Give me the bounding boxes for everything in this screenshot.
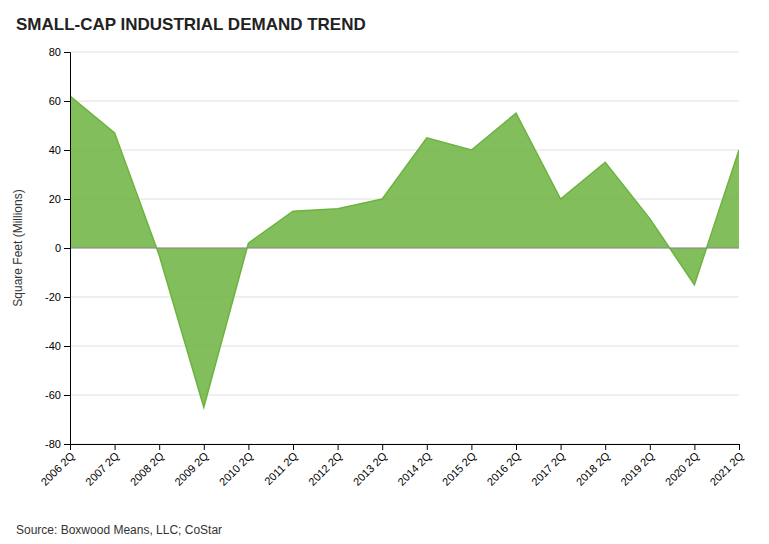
y-tick-label: -20 [45,291,61,303]
x-tick: 2014 2Q [395,444,434,488]
x-tick-mark [739,444,740,450]
y-tick-label: 20 [49,193,61,205]
x-tick-label: 2020 2Q [663,449,702,488]
line [70,96,739,407]
y-tick: 80 [49,46,70,58]
x-tick-label: 2021 2Q [707,449,746,488]
x-tick: 2016 2Q [484,444,523,488]
y-tick-label: -60 [45,389,61,401]
x-tick-label: 2012 2Q [306,449,345,488]
x-axis-line [71,445,740,451]
grid-line [70,346,739,347]
x-tick: 2020 2Q [663,444,702,488]
y-tick: -80 [45,438,70,450]
x-tick-mark [516,444,517,450]
y-tick-mark [64,199,70,200]
y-tick: 60 [49,95,70,107]
grid-line [70,150,739,151]
x-tick-label: 2019 2Q [618,449,657,488]
x-tick-label: 2007 2Q [83,449,122,488]
marks [70,96,739,407]
x-tick-label: 2006 2Q [38,449,77,488]
x-tick-label: 2013 2Q [351,449,390,488]
y-tick-mark [64,297,70,298]
area [70,96,739,407]
y-axis-title: Square Feet (Millions) [11,189,25,306]
grid-line [70,52,739,53]
x-tick: 2018 2Q [574,444,613,488]
grid [70,52,739,444]
y-tick-label: -80 [45,438,61,450]
y-tick-mark [64,52,70,53]
x-tick-mark [471,444,472,450]
x-tick-mark [248,444,249,450]
y-tick: 0 [55,242,70,254]
x-tick-mark [293,444,294,450]
x-tick: 2010 2Q [217,444,256,488]
x-tick: 2008 2Q [128,444,167,488]
x-tick: 2017 2Q [529,444,568,488]
title: SMALL-CAP INDUSTRIAL DEMAND TREND [16,15,366,34]
x-tick: 2006 2Q [38,444,77,488]
x-tick-label: 2016 2Q [484,449,523,488]
x-tick: 2013 2Q [351,444,390,488]
y-tick: 40 [49,144,70,156]
x-tick-label: 2017 2Q [529,449,568,488]
y-tick-label: 60 [49,95,61,107]
y-tick: -40 [45,340,70,352]
y-tick: 20 [49,193,70,205]
x-tick-label: 2009 2Q [172,449,211,488]
zero-line [70,248,739,249]
annotation: Source: Boxwood Means, LLC; CoStar [16,523,222,537]
y-tick-label: -40 [45,340,61,352]
x-tick-label: 2018 2Q [574,449,613,488]
x-tick: 2009 2Q [172,444,211,488]
y-tick-mark [64,248,70,249]
x-tick: 2011 2Q [262,444,300,487]
y-tick: -20 [45,291,70,303]
x-tick-label: 2015 2Q [440,449,479,488]
y-tick: -60 [45,389,70,401]
grid-line [70,248,739,249]
grid-line [70,101,739,102]
x-tick-mark [650,444,651,450]
x-tick-mark [338,444,339,450]
x-tick: 2021 2Q [707,444,746,488]
plot: 2006 2Q2007 2Q2008 2Q2009 2Q2010 2Q2011 … [11,46,746,488]
y-tick-mark [64,101,70,102]
x-tick-mark [561,444,562,450]
x-tick-mark [694,444,695,450]
grid-line [70,297,739,298]
x-tick-label: 2008 2Q [128,449,167,488]
x-tick-mark [159,444,160,450]
x-tick-mark [382,444,383,450]
x-tick: 2015 2Q [440,444,479,488]
y-axis: -80 -60 -40 -20 0 20 40 60 80 [45,46,70,450]
grid-line [70,395,739,396]
x-tick-mark [115,444,116,450]
x-tick-mark [427,444,428,450]
x-tick-label: 2010 2Q [217,449,256,488]
y-tick-mark [64,150,70,151]
x-tick-label: 2011 2Q [262,449,300,487]
x-tick-label: 2014 2Q [395,449,434,488]
x-tick: 2019 2Q [618,444,657,488]
y-axis-line [64,53,71,445]
y-tick-label: 80 [49,46,61,58]
x-tick-mark [204,444,205,450]
y-tick-mark [64,346,70,347]
y-tick-mark [64,444,70,445]
y-tick-label: 0 [55,242,61,254]
chart: SMALL-CAP INDUSTRIAL DEMAND TREND 2006 2Q… [0,0,769,544]
x-axis: 2006 2Q2007 2Q2008 2Q2009 2Q2010 2Q2011 … [38,444,746,488]
y-tick-label: 40 [49,144,61,156]
y-tick-mark [64,395,70,396]
x-tick: 2012 2Q [306,444,345,488]
x-tick: 2007 2Q [83,444,122,488]
x-tick-mark [605,444,606,450]
